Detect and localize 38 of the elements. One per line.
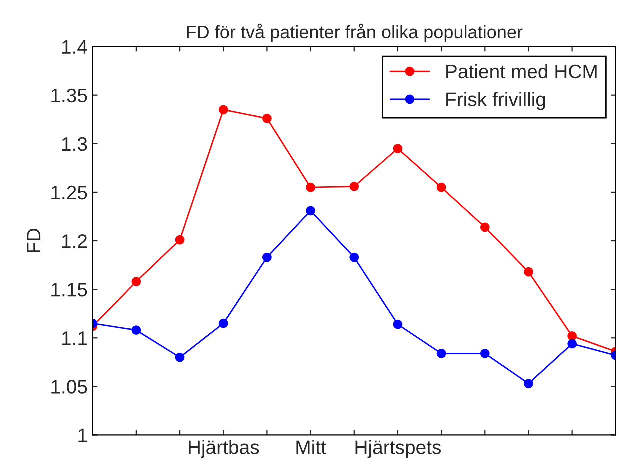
y-tick-label: 1.1: [62, 332, 88, 346]
point: [262, 114, 272, 124]
point: [350, 252, 360, 262]
point: [132, 277, 142, 286]
point: [175, 352, 185, 362]
legend-label: Frisk frivillig: [446, 92, 546, 110]
y-tick-label: 1.05: [52, 380, 88, 394]
y-tick-label: 1.4: [62, 40, 88, 54]
x-tick-label: Mitt: [296, 440, 326, 454]
point: [218, 318, 228, 328]
point: [262, 252, 272, 262]
point: [306, 182, 316, 192]
point: [436, 348, 446, 358]
y-tick-label: 1.25: [52, 186, 88, 200]
x-tick-label: Hjärtspets: [356, 440, 442, 458]
y-tick-label: 1.3: [62, 137, 88, 152]
point: [306, 206, 316, 216]
point: [480, 348, 490, 358]
y-tick-label: 1.15: [52, 283, 88, 297]
point: [175, 235, 185, 245]
point: [132, 326, 142, 336]
point: [218, 105, 228, 115]
x-tick-label: Hjärtbas: [189, 440, 260, 458]
y-tick-label: 1.35: [52, 88, 88, 103]
chart-title: FD för två patienter från olika populationer: [187, 24, 523, 42]
y-axis-title: FD: [27, 228, 41, 252]
legend-label: Patient med HCM: [446, 64, 597, 79]
point: [480, 222, 490, 232]
point: [524, 267, 534, 277]
y-tick-label: 1: [78, 428, 88, 442]
point: [524, 379, 534, 388]
y-tick-label: 1.2: [62, 234, 88, 248]
point: [350, 182, 360, 192]
point: [436, 182, 446, 192]
point: [568, 332, 578, 341]
point: [393, 320, 403, 330]
point: [393, 144, 403, 154]
point: [568, 339, 578, 349]
